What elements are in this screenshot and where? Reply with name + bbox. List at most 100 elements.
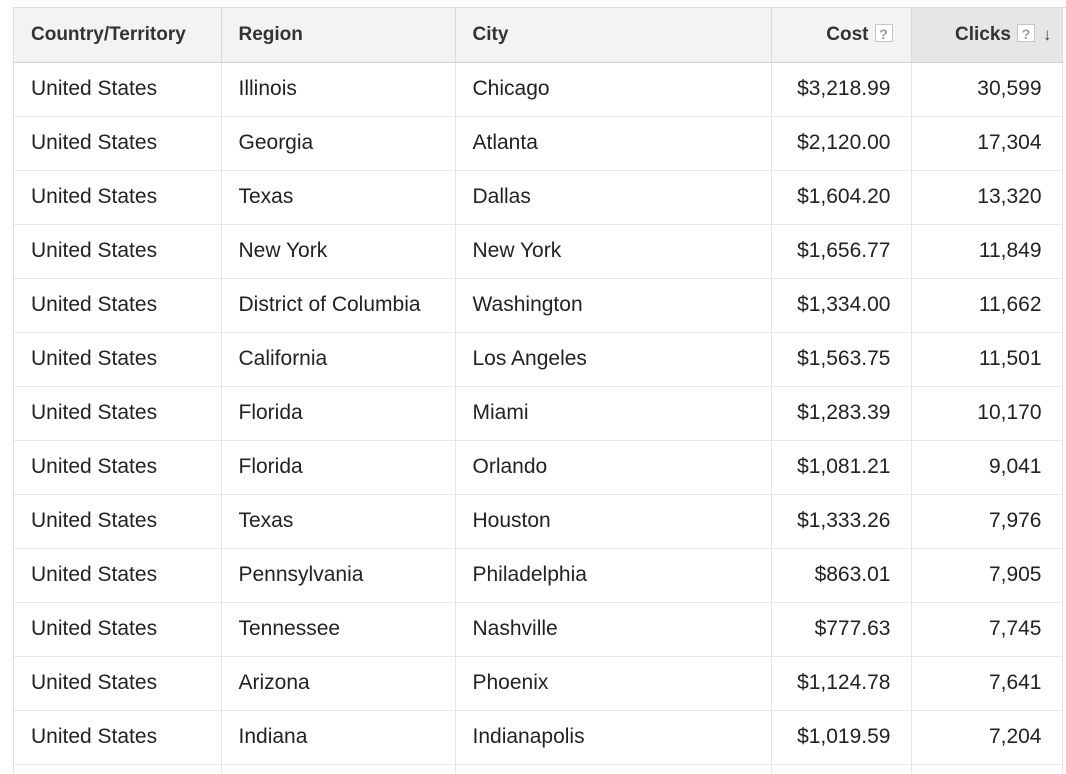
sort-descending-arrow-icon[interactable]: ↓: [1043, 24, 1052, 44]
empty-cell: [771, 764, 912, 774]
cell-country: United States: [14, 440, 222, 495]
row-overflow-cell: [1062, 710, 1066, 764]
cell-cost: $1,333.26: [771, 494, 912, 549]
cell-cost: $1,081.21: [771, 440, 912, 495]
column-header-city[interactable]: City: [455, 8, 772, 63]
cell-country: United States: [14, 224, 222, 279]
cell-country: United States: [14, 494, 222, 549]
cell-city: Indianapolis: [455, 710, 772, 765]
cell-region: Texas: [221, 494, 456, 549]
empty-cell: [221, 764, 456, 774]
cell-cost: $1,124.78: [771, 656, 912, 711]
cell-country: United States: [14, 116, 222, 171]
cell-region: Tennessee: [221, 602, 456, 657]
cell-region: District of Columbia: [221, 278, 456, 333]
table-body: United States Illinois Chicago $3,218.99 30,…: [14, 62, 1066, 774]
cell-clicks: 11,501: [911, 332, 1063, 387]
cell-country: United States: [14, 710, 222, 765]
empty-cell: [1062, 764, 1066, 774]
table-row: United States Indiana Indianapolis $1,019.5…: [14, 710, 1066, 765]
table-row: United States Tennessee Nashville $777.63 7,…: [14, 602, 1066, 657]
cell-country: United States: [14, 386, 222, 441]
empty-cell: [455, 764, 772, 774]
row-overflow-cell: [1062, 548, 1066, 602]
cell-clicks: 7,905: [911, 548, 1063, 603]
column-header-label: Cost: [826, 23, 869, 45]
cell-clicks: 11,849: [911, 224, 1063, 279]
cell-city: New York: [455, 224, 772, 279]
column-header-region[interactable]: Region: [221, 8, 456, 63]
cell-clicks: 30,599: [911, 62, 1063, 117]
cell-cost: $1,563.75: [771, 332, 912, 387]
help-icon[interactable]: ?: [874, 23, 893, 42]
cell-cost: $1,283.39: [771, 386, 912, 441]
cell-city: Houston: [455, 494, 772, 549]
cell-region: Illinois: [221, 62, 456, 117]
empty-cell: [14, 764, 222, 774]
cell-clicks: 7,641: [911, 656, 1063, 711]
cell-city: Chicago: [455, 62, 772, 117]
row-overflow-cell: [1062, 656, 1066, 710]
cell-clicks: 7,204: [911, 710, 1063, 765]
column-header-label: City: [472, 23, 509, 45]
cell-region: Florida: [221, 440, 456, 495]
table-row: United States Texas Dallas $1,604.20 13,320: [14, 170, 1066, 225]
cell-city: Los Angeles: [455, 332, 772, 387]
empty-cell: [911, 764, 1063, 774]
help-icon[interactable]: ?: [1017, 23, 1035, 42]
cell-country: United States: [14, 656, 222, 711]
cell-clicks: 7,976: [911, 494, 1063, 549]
cell-cost: $1,604.20: [771, 170, 912, 225]
cell-country: United States: [14, 62, 222, 117]
cell-clicks: 11,662: [911, 278, 1063, 333]
cell-city: Philadelphia: [455, 548, 772, 603]
cell-cost: $777.63: [771, 602, 912, 657]
cell-cost: $1,334.00: [771, 278, 912, 333]
row-overflow-cell: [1062, 602, 1066, 656]
table-row: United States Arizona Phoenix $1,124.78 7,64…: [14, 656, 1066, 711]
cell-country: United States: [14, 602, 222, 657]
cell-region: California: [221, 332, 456, 387]
table-row: United States Florida Orlando $1,081.21 9,04…: [14, 440, 1066, 495]
cell-region: Georgia: [221, 116, 456, 171]
cell-country: United States: [14, 332, 222, 387]
cell-clicks: 17,304: [911, 116, 1063, 171]
cell-region: Texas: [221, 170, 456, 225]
cell-city: Nashville: [455, 602, 772, 657]
row-overflow-cell: [1062, 116, 1066, 170]
cell-cost: $863.01: [771, 548, 912, 603]
row-overflow-cell: [1062, 332, 1066, 386]
row-overflow-cell: [1062, 440, 1066, 494]
geo-report-table: Country/Territory Region City Cost? Clic…: [14, 8, 1066, 774]
table-row: United States California Los Angeles $1,563…: [14, 332, 1066, 387]
table-row: United States Illinois Chicago $3,218.99 30,…: [14, 62, 1066, 117]
cell-country: United States: [14, 548, 222, 603]
cell-cost: $2,120.00: [771, 116, 912, 171]
table-row: United States Florida Miami $1,283.39 10,170: [14, 386, 1066, 441]
column-header-clicks[interactable]: Clicks? ↓: [911, 8, 1063, 63]
column-header-cost[interactable]: Cost?: [771, 8, 912, 63]
cell-region: Indiana: [221, 710, 456, 765]
table-row: United States Texas Houston $1,333.26 7,976: [14, 494, 1066, 549]
row-overflow-cell: [1062, 224, 1066, 278]
table-row: United States Georgia Atlanta $2,120.00 17,3…: [14, 116, 1066, 171]
cell-clicks: 9,041: [911, 440, 1063, 495]
cell-clicks: 7,745: [911, 602, 1063, 657]
cell-country: United States: [14, 278, 222, 333]
cell-region: New York: [221, 224, 456, 279]
cell-region: Arizona: [221, 656, 456, 711]
cell-country: United States: [14, 170, 222, 225]
cell-region: Florida: [221, 386, 456, 441]
table-row: United States Pennsylvania Philadelphia $86…: [14, 548, 1066, 603]
table-row: United States New York New York $1,656.77 11…: [14, 224, 1066, 279]
table-row-partial: [14, 764, 1066, 774]
cell-city: Miami: [455, 386, 772, 441]
cell-city: Atlanta: [455, 116, 772, 171]
cell-clicks: 13,320: [911, 170, 1063, 225]
table-header-row: Country/Territory Region City Cost? Clic…: [14, 8, 1066, 63]
row-overflow-cell: [1062, 278, 1066, 332]
cell-city: Orlando: [455, 440, 772, 495]
column-header-country[interactable]: Country/Territory: [14, 8, 222, 63]
cell-city: Dallas: [455, 170, 772, 225]
